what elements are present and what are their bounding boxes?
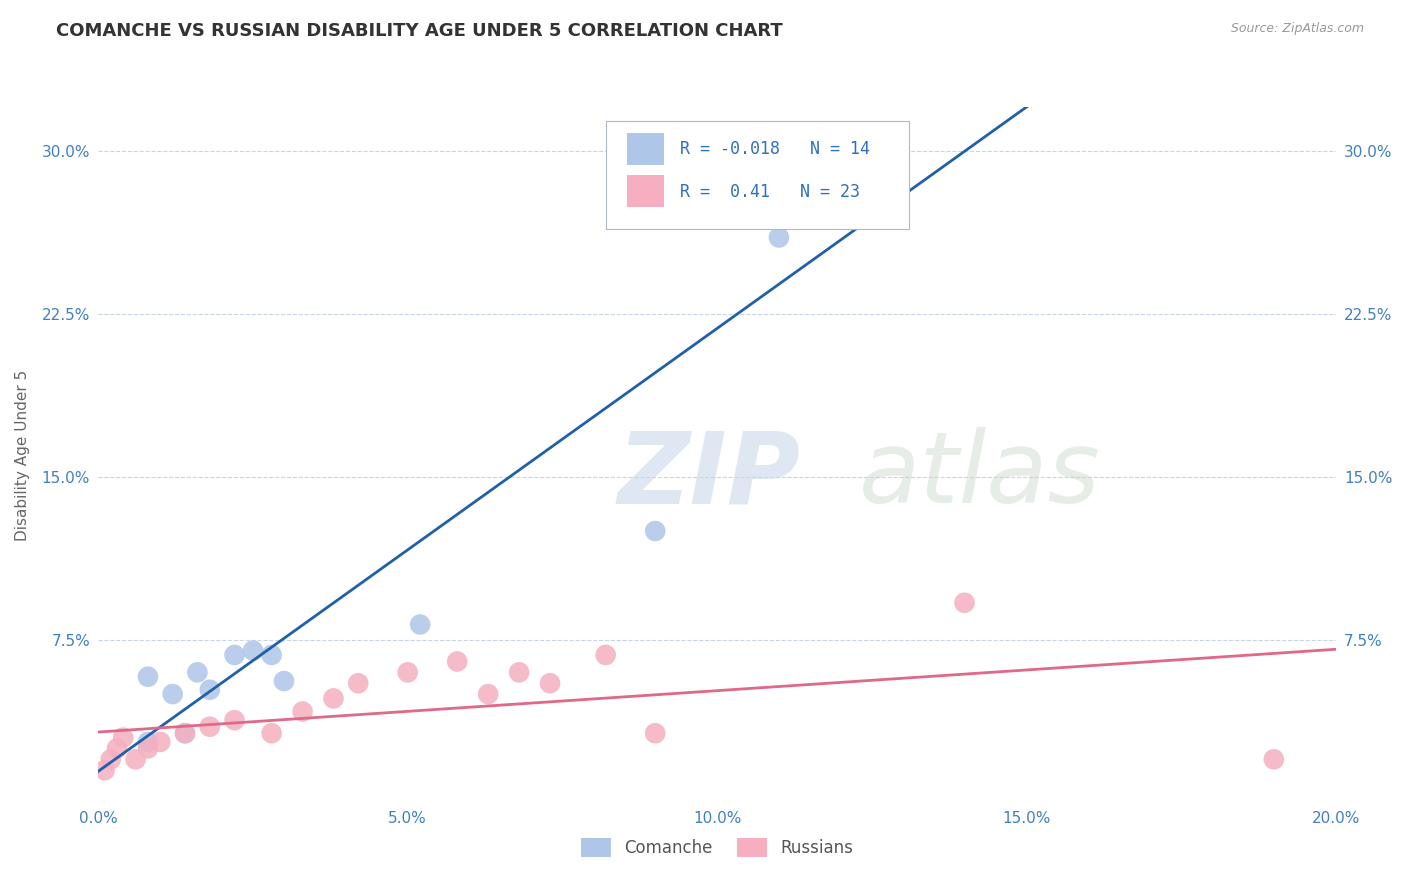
Point (198, 720, 221, 734)
Point (538, 676, 561, 690)
Point (93, 763, 115, 777)
Point (477, 687, 499, 701)
FancyBboxPatch shape (627, 175, 664, 207)
Point (242, 643, 264, 657)
Point (136, 670, 159, 684)
Point (124, 752, 146, 766)
Point (409, 617, 432, 632)
Point (186, 665, 208, 680)
Point (105, 741, 128, 756)
Point (100, 752, 122, 766)
Point (706, 186, 728, 201)
Point (446, 655, 468, 669)
Point (953, 596, 976, 610)
Point (136, 741, 159, 756)
Point (508, 665, 530, 680)
Text: atlas: atlas (859, 427, 1101, 524)
Point (198, 682, 221, 697)
Text: R =  0.41   N = 23: R = 0.41 N = 23 (681, 183, 860, 201)
Point (1263, 752, 1285, 766)
Point (260, 648, 283, 662)
Text: COMANCHE VS RUSSIAN DISABILITY AGE UNDER 5 CORRELATION CHART: COMANCHE VS RUSSIAN DISABILITY AGE UNDER… (56, 22, 783, 40)
Point (149, 735, 172, 749)
Point (322, 691, 344, 706)
Point (224, 713, 246, 727)
Point (768, 230, 790, 244)
Point (644, 524, 666, 538)
FancyBboxPatch shape (627, 134, 664, 165)
Point (347, 676, 370, 690)
Point (224, 648, 246, 662)
Point (112, 731, 135, 745)
Point (174, 726, 197, 740)
Text: ZIP: ZIP (619, 427, 801, 524)
Point (273, 674, 295, 689)
Point (644, 726, 666, 740)
Y-axis label: Disability Age Under 5: Disability Age Under 5 (15, 369, 31, 541)
Point (260, 726, 283, 740)
Point (174, 726, 197, 740)
Point (595, 648, 617, 662)
Legend: Comanche, Russians: Comanche, Russians (574, 831, 860, 864)
Point (136, 735, 159, 749)
Text: Source: ZipAtlas.com: Source: ZipAtlas.com (1230, 22, 1364, 36)
FancyBboxPatch shape (606, 121, 908, 229)
Point (291, 705, 314, 719)
Point (162, 687, 184, 701)
Point (396, 665, 419, 680)
Text: R = -0.018   N = 14: R = -0.018 N = 14 (681, 140, 870, 159)
